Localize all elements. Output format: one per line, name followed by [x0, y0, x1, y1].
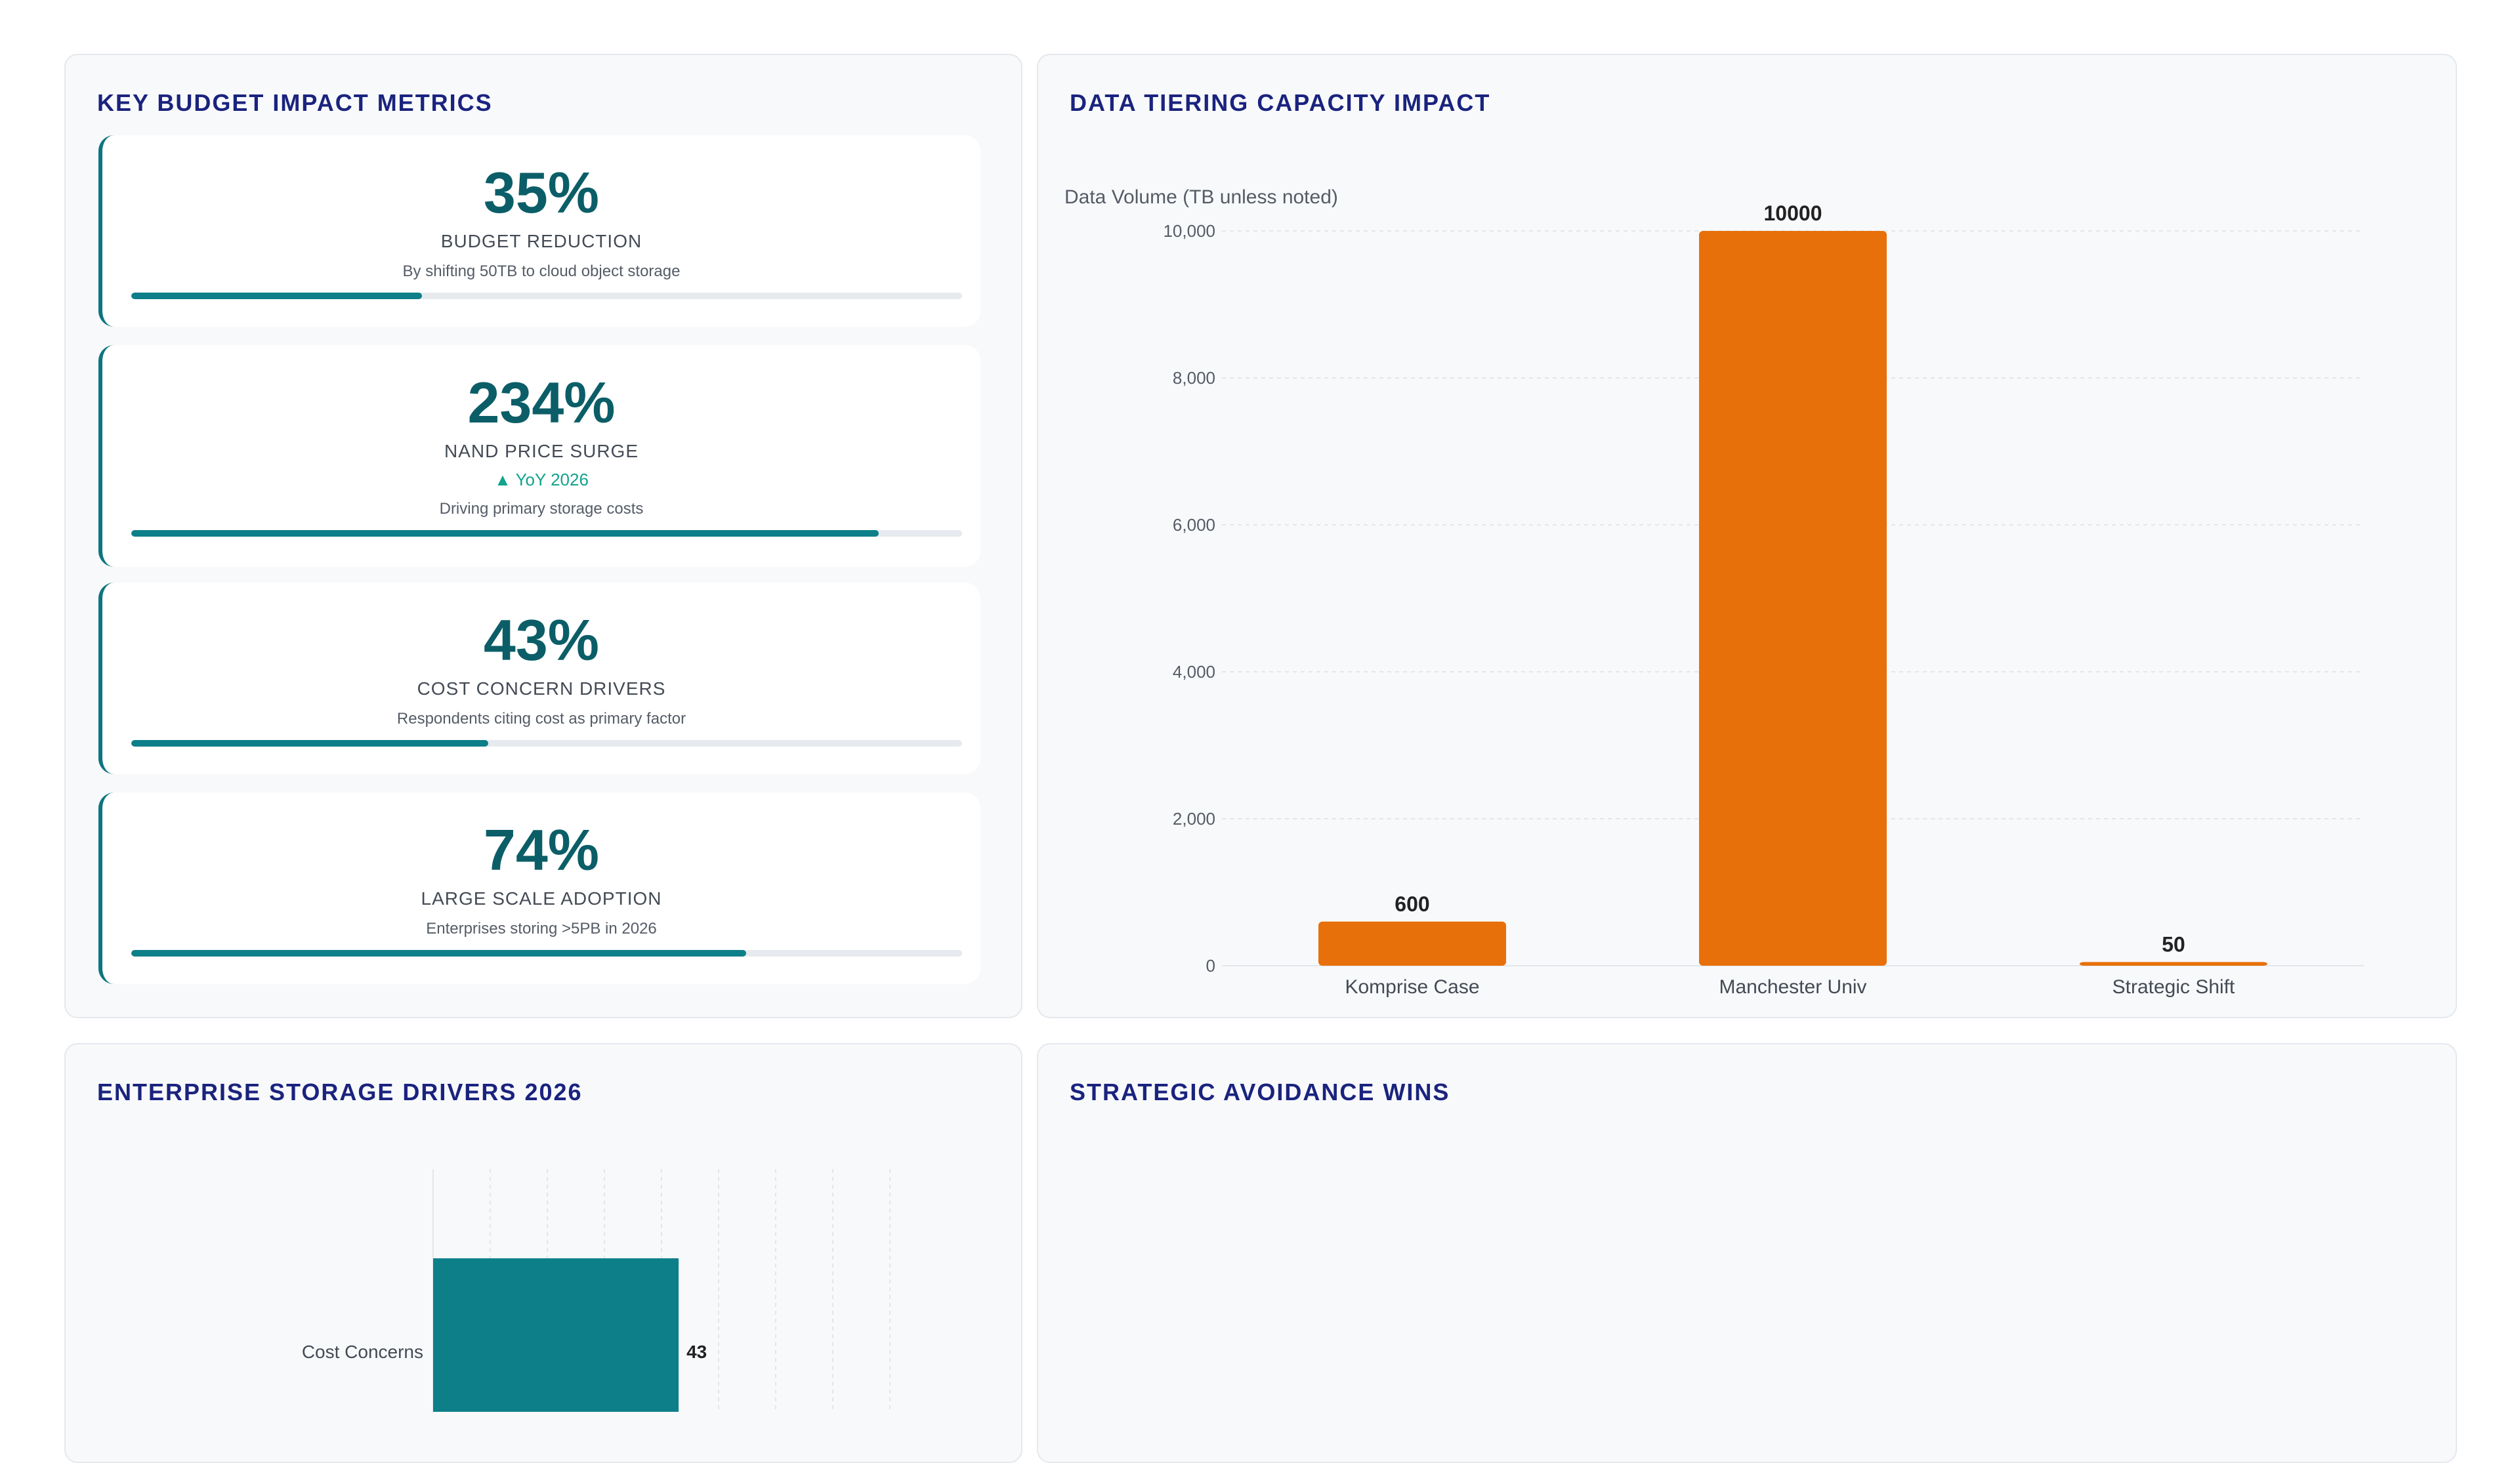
- kpi-value: 35%: [483, 160, 600, 225]
- y-tick-label: 8,000: [1173, 368, 1215, 388]
- kpi-progress-fill: [131, 950, 746, 957]
- drivers-panel: ENTERPRISE STORAGE DRIVERS 2026 Cost Con…: [64, 1043, 1022, 1463]
- y-tick-label: 2,000: [1173, 809, 1215, 829]
- kpi-progress-bar: [131, 740, 962, 747]
- kpi-label: NAND PRICE SURGE: [444, 441, 639, 461]
- kpi-progress-fill: [131, 293, 423, 299]
- kpi-panel: KEY BUDGET IMPACT METRICS 35% BUDGET RED…: [64, 54, 1022, 1018]
- kpi-trend-indicator: ▲ YoY 2026: [494, 470, 589, 489]
- kpi-progress-fill: [131, 740, 489, 747]
- kpi-value: 234%: [467, 370, 616, 435]
- kpi-card-budget-reduction: 35% BUDGET REDUCTION By shifting 50TB to…: [98, 135, 980, 327]
- kpi-value: 43%: [483, 608, 600, 672]
- bar: [1699, 231, 1887, 966]
- kpi-label: BUDGET REDUCTION: [440, 231, 642, 251]
- drivers-panel-title: ENTERPRISE STORAGE DRIVERS 2026: [97, 1079, 583, 1105]
- x-tick-label: Strategic Shift: [2112, 976, 2235, 998]
- avoidance-panel-title: STRATEGIC AVOIDANCE WINS: [1070, 1079, 1450, 1105]
- y-tick-label: 10,000: [1163, 221, 1215, 241]
- tiering-panel-title: DATA TIERING CAPACITY IMPACT: [1070, 89, 1491, 116]
- kpi-panel-title: KEY BUDGET IMPACT METRICS: [97, 89, 493, 116]
- kpi-card-large-scale-adoption: 74% LARGE SCALE ADOPTION Enterprises sto…: [98, 793, 980, 984]
- tiering-bar-chart: Data Volume (TB unless noted) 0 2,000 4,00…: [1064, 186, 2364, 998]
- bar: [1318, 921, 1506, 966]
- bar: [433, 1258, 679, 1412]
- bar-value-label: 600: [1395, 892, 1429, 916]
- y-tick-label: 6,000: [1173, 515, 1215, 535]
- bar-value-label: 50: [2162, 932, 2185, 956]
- kpi-value: 74%: [483, 817, 600, 882]
- kpi-card-cost-concern-drivers: 43% COST CONCERN DRIVERS Respondents cit…: [98, 583, 980, 774]
- kpi-description: Enterprises storing >5PB in 2026: [426, 920, 657, 938]
- tiering-panel: DATA TIERING CAPACITY IMPACT Data Volume…: [1037, 54, 2457, 1018]
- kpi-progress-fill: [131, 530, 879, 537]
- drivers-bar-chart: Cost Concerns 43: [302, 1169, 891, 1412]
- y-axis-label: Data Volume (TB unless noted): [1064, 186, 1338, 208]
- avoidance-panel: STRATEGIC AVOIDANCE WINS: [1037, 1043, 2457, 1463]
- kpi-label: COST CONCERN DRIVERS: [417, 678, 666, 699]
- x-tick-label: Manchester Univ: [1719, 976, 1866, 998]
- y-tick-label: Cost Concerns: [302, 1342, 423, 1362]
- kpi-progress-bar: [131, 530, 962, 537]
- kpi-progress-bar: [131, 950, 962, 957]
- x-tick-label: Komprise Case: [1345, 976, 1479, 998]
- kpi-label: LARGE SCALE ADOPTION: [421, 888, 662, 909]
- bar: [2080, 962, 2267, 966]
- bar-value-label: 43: [686, 1342, 707, 1362]
- kpi-card-nand-price-surge: 234% NAND PRICE SURGE ▲ YoY 2026 Driving…: [98, 345, 980, 567]
- kpi-description: Driving primary storage costs: [439, 500, 644, 518]
- y-tick-label: 0: [1206, 956, 1215, 976]
- bar-value-label: 10000: [1764, 201, 1822, 225]
- kpi-progress-bar: [131, 293, 962, 299]
- kpi-description: Respondents citing cost as primary facto…: [396, 710, 686, 728]
- kpi-description: By shifting 50TB to cloud object storage: [402, 262, 681, 280]
- y-tick-label: 4,000: [1173, 662, 1215, 682]
